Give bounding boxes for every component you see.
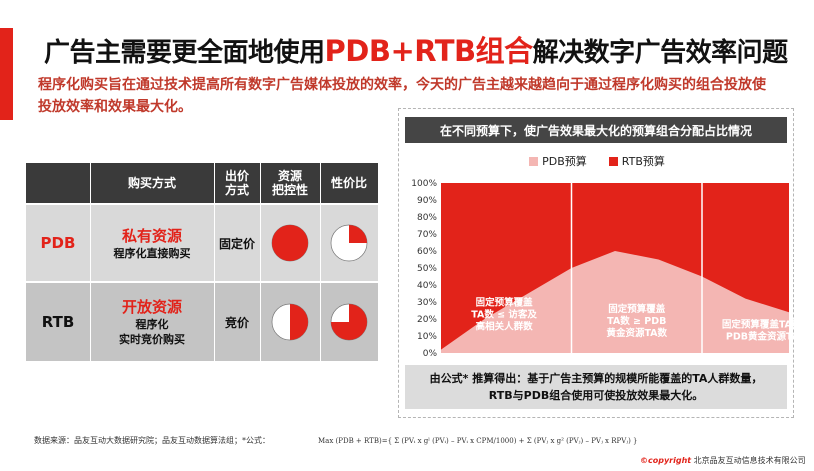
y-tick-label: 90% bbox=[417, 196, 437, 206]
table-row-rtb: RTB 开放资源 程序化 实时竞价购买 竞价 bbox=[26, 283, 378, 361]
legend-label: PDB预算 bbox=[542, 155, 587, 168]
category-label: RTB bbox=[41, 313, 75, 331]
pie-fill bbox=[290, 304, 308, 340]
title-highlight: PDB+RTB组合 bbox=[324, 34, 534, 68]
y-tick-label: 40% bbox=[417, 281, 437, 291]
table-header: 购买方式 出价 方式 资源 把控性 性价比 bbox=[26, 163, 378, 203]
pie-fill bbox=[349, 225, 367, 243]
y-tick-label: 70% bbox=[417, 230, 437, 240]
category-label: PDB bbox=[40, 234, 76, 252]
chart-title: 在不同预算下，使广告效果最大化的预算组合分配占比情况 bbox=[405, 117, 787, 143]
table-row-pdb: PDB 私有资源 程序化直接购买 固定价 bbox=[26, 205, 378, 281]
y-tick-label: 30% bbox=[417, 298, 437, 308]
chart-legend: PDB预算 RTB预算 bbox=[399, 153, 795, 169]
column-divider bbox=[320, 163, 321, 361]
legend-item-rtb: RTB预算 bbox=[608, 153, 665, 169]
pie-fill bbox=[271, 225, 308, 261]
column-divider bbox=[90, 163, 91, 361]
header-purchase-method: 购买方式 bbox=[127, 176, 176, 190]
pie-fill bbox=[331, 304, 367, 340]
formula-graphic: Max (PDB + RTB)={ Σ (PVᵢ x gˡ (PVᵢ) – PV… bbox=[318, 437, 638, 445]
chart-annotation: 固定预算覆盖TA数 < bbox=[722, 319, 795, 331]
area-chart: 0%10%20%30%40%50%60%70%80%90%100%固定预算覆盖T… bbox=[411, 179, 795, 359]
page-title: 广告主需要更全面地使用PDB+RTB组合解决数字广告效率问题 bbox=[44, 34, 788, 68]
chart-annotation: 高相关人群数 bbox=[476, 320, 534, 332]
pricing-label: 固定价 bbox=[218, 236, 255, 251]
resource-main: 私有资源 bbox=[121, 226, 182, 245]
header-control: 资源 把控性 bbox=[271, 169, 308, 197]
pricing-label: 竞价 bbox=[224, 315, 249, 330]
chart-note: 由公式* 推算得出：基于广告主预算的规模所能覆盖的TA人群数量， RTB与PDB… bbox=[405, 365, 787, 409]
copyright-text: 北京品友互动信息技术有限公司 bbox=[693, 456, 806, 465]
value-pie-pdb bbox=[330, 224, 368, 262]
y-tick-label: 80% bbox=[417, 213, 437, 223]
resource-main: 开放资源 bbox=[121, 298, 182, 316]
chart-annotation: 固定预算覆盖 bbox=[608, 303, 666, 315]
copyright: ©copyright 北京品友互动信息技术有限公司 bbox=[640, 455, 806, 466]
chart-annotation: TA数 ≥ PDB bbox=[607, 315, 666, 327]
legend-swatch bbox=[608, 156, 618, 166]
header-pricing: 出价 方式 bbox=[224, 169, 249, 197]
chart-card: 在不同预算下，使广告效果最大化的预算组合分配占比情况 PDB预算 RTB预算 0… bbox=[398, 108, 795, 418]
note-line: 由公式* 推算得出：基于广告主预算的规模所能覆盖的TA人群数量， bbox=[429, 372, 763, 385]
y-tick-label: 10% bbox=[417, 332, 437, 342]
legend-item-pdb: PDB预算 bbox=[529, 153, 587, 169]
control-pie-rtb bbox=[271, 303, 309, 341]
accent-bar bbox=[0, 28, 13, 120]
chart-annotation: TA数 ≤ 访客及 bbox=[471, 308, 537, 320]
copyright-mark: ©copyright bbox=[640, 456, 692, 465]
page-subtitle: 程序化购买旨在通过技术提高所有数字广告媒体投放的效率，今天的广告主越来越趋向于通… bbox=[38, 77, 766, 115]
control-pie-pdb bbox=[271, 224, 309, 262]
column-divider bbox=[214, 163, 215, 361]
y-tick-label: 50% bbox=[417, 264, 437, 274]
y-tick-label: 100% bbox=[411, 179, 437, 189]
legend-label: RTB预算 bbox=[621, 155, 665, 168]
value-pie-rtb bbox=[330, 303, 368, 341]
note-line: RTB与PDB组合使用可使投放效果最大化。 bbox=[488, 389, 704, 402]
resource-sub: 程序化直接购买 bbox=[113, 246, 191, 260]
resource-sub: 程序化 实时竞价购买 bbox=[119, 318, 185, 346]
column-divider bbox=[260, 163, 261, 361]
comparison-table: 购买方式 出价 方式 资源 把控性 性价比 PDB 私有资源 程序化直接购买 固… bbox=[26, 163, 378, 361]
chart-annotation: 黄金资源TA数 bbox=[606, 327, 667, 339]
data-source: 数据来源：品友互动大数据研究院；品友互动数据算法组；*公式： bbox=[34, 436, 270, 445]
y-tick-label: 60% bbox=[417, 247, 437, 257]
formula-text: Max (PDB + RTB)={ Σ (PVᵢ x gˡ (PVᵢ) – PV… bbox=[318, 437, 638, 445]
y-tick-label: 0% bbox=[423, 349, 438, 359]
formula: Max (PDB + RTB)={ Σ (PVᵢ x gˡ (PVᵢ) – PV… bbox=[318, 428, 702, 452]
header-value: 性价比 bbox=[330, 176, 367, 190]
chart-annotation: 固定预算覆盖 bbox=[476, 296, 534, 308]
legend-swatch bbox=[529, 156, 539, 166]
y-tick-label: 20% bbox=[417, 315, 437, 325]
